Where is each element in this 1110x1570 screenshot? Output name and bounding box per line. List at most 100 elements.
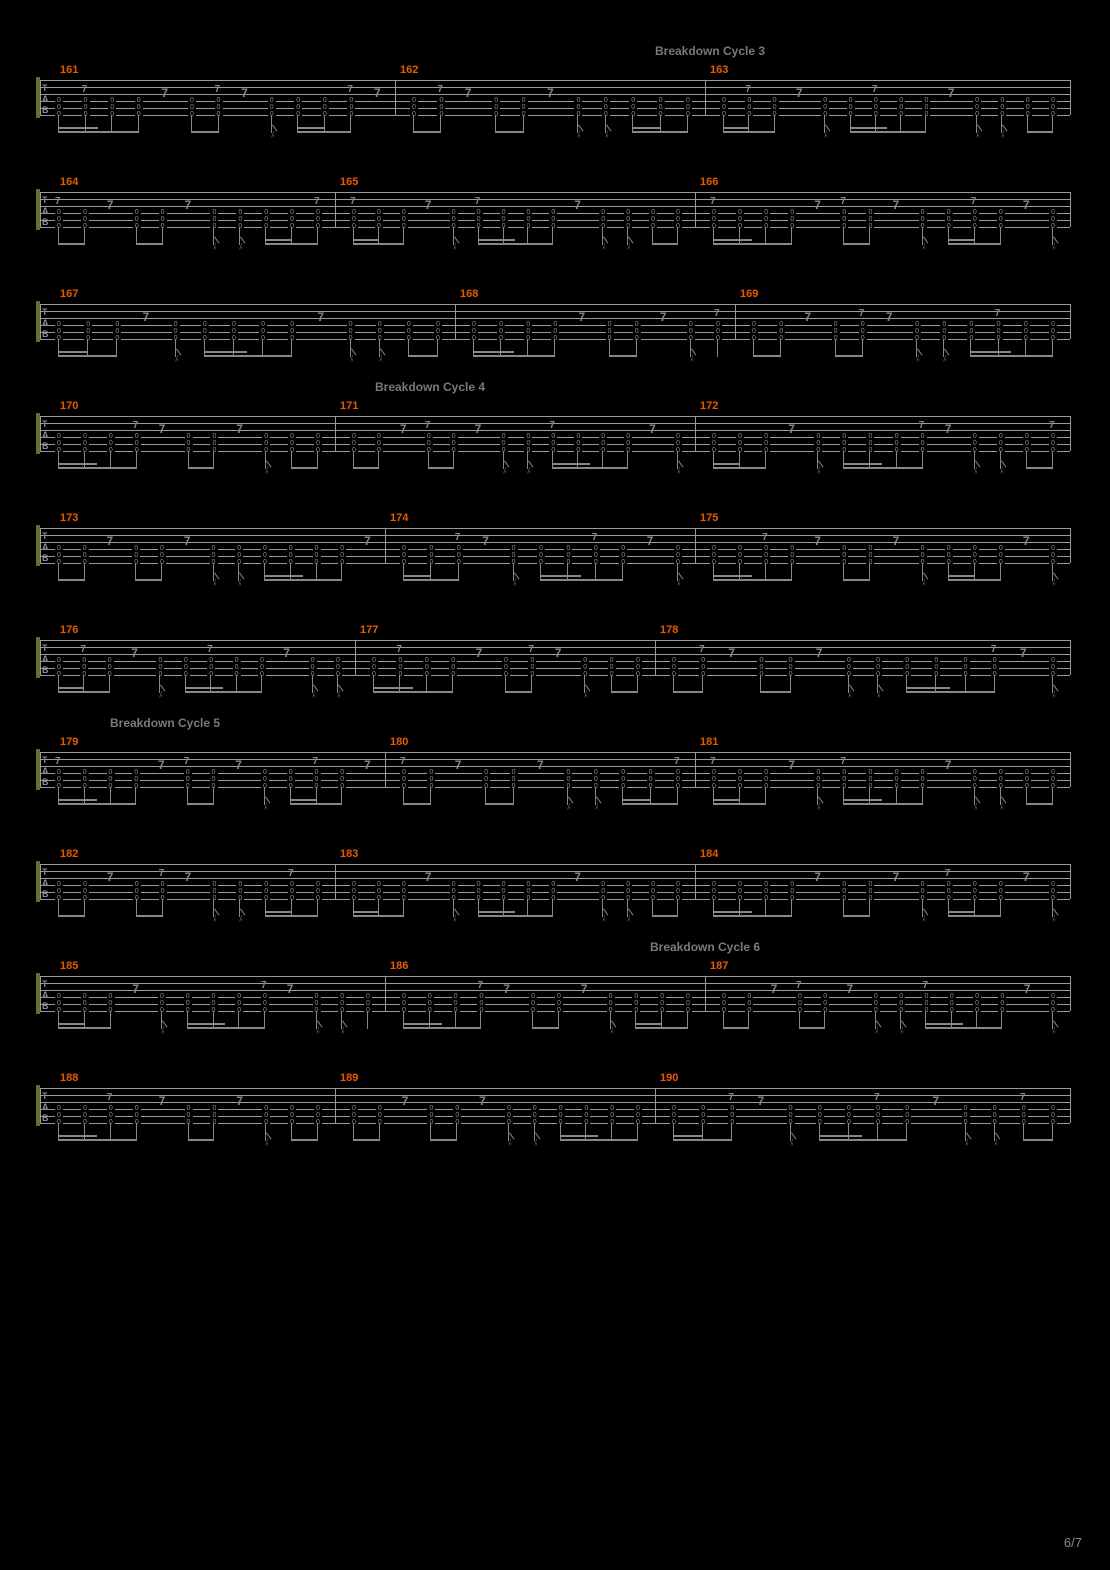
fret-number: 0 (832, 336, 840, 342)
beam (58, 799, 97, 801)
tab-letter: B (42, 554, 49, 562)
barline (40, 192, 41, 227)
beam (265, 243, 318, 245)
accent-mark: 7 (184, 756, 190, 767)
beam (850, 131, 927, 133)
beam (478, 911, 515, 913)
beam (713, 799, 739, 801)
fret-number: 0 (314, 896, 322, 902)
fret-number: 0 (261, 784, 269, 790)
staff-line (40, 1116, 1070, 1117)
fret-number: 0 (607, 1008, 615, 1014)
measure-number: 185 (60, 960, 78, 972)
rest: 7 (425, 870, 432, 884)
fret-number: 0 (524, 336, 532, 342)
barline (335, 416, 336, 451)
measure-number: 173 (60, 512, 78, 524)
accent-mark: 7 (859, 308, 865, 319)
beam (265, 239, 291, 241)
fret-number: 0 (185, 448, 193, 454)
fret-number: 0 (574, 112, 582, 118)
rest: 7 (159, 422, 166, 436)
beam (925, 1023, 963, 1025)
fret-number: 0 (649, 896, 657, 902)
beam (532, 1027, 559, 1029)
fret-number: 0 (948, 1008, 956, 1014)
beam (264, 579, 342, 581)
fret-number: 0 (159, 896, 167, 902)
fret-number: 0 (375, 448, 383, 454)
fret-number: 0 (400, 560, 408, 566)
beam (291, 467, 318, 469)
beam (58, 1023, 84, 1025)
fret-number: 0 (710, 224, 718, 230)
fret-number: 0 (288, 896, 296, 902)
beam (713, 803, 766, 805)
fret-number: 0 (184, 1008, 192, 1014)
fret-number: 0 (410, 112, 418, 118)
fret-number: 0 (684, 1008, 692, 1014)
tab-letter: T (42, 1092, 48, 1100)
beam (948, 575, 974, 577)
fret-number: 0 (866, 560, 874, 566)
beam (948, 915, 1001, 917)
tab-letter: B (42, 890, 49, 898)
beam (187, 803, 214, 805)
beam (906, 687, 950, 689)
beam (187, 1023, 226, 1025)
fret-number: 0 (971, 448, 979, 454)
measure-number: 163 (710, 64, 728, 76)
fret-number: 0 (520, 112, 528, 118)
beam (560, 1139, 638, 1141)
beam (843, 799, 882, 801)
fret-number: 0 (922, 112, 930, 118)
section-label: Breakdown Cycle 3 (655, 44, 765, 58)
fret-number: 0 (634, 1120, 642, 1126)
beam (290, 799, 316, 801)
fret-number: 0 (816, 1120, 824, 1126)
fret-number: 0 (113, 336, 121, 342)
fret-number: 0 (847, 112, 855, 118)
fret-number: 0 (971, 896, 979, 902)
measure-number: 165 (340, 176, 358, 188)
rest: 7 (503, 982, 510, 996)
barline (695, 528, 696, 563)
measure-number: 182 (60, 848, 78, 860)
tab-letter: B (42, 1002, 49, 1010)
fret-number: 0 (821, 1008, 829, 1014)
fret-number: 0 (497, 336, 505, 342)
staff-line (40, 94, 1070, 95)
measure-number: 176 (60, 624, 78, 636)
fret-number: 0 (235, 1008, 243, 1014)
beam (948, 911, 974, 913)
fret-number: 0 (81, 224, 89, 230)
beam (819, 1139, 907, 1141)
rest: 7 (1023, 870, 1030, 884)
fret-number: 0 (736, 784, 744, 790)
rest: 7 (816, 646, 823, 660)
fret-number: 0 (452, 1008, 460, 1014)
accent-mark: 7 (437, 84, 443, 95)
beam (713, 579, 792, 581)
staff-line (40, 206, 1070, 207)
fret-number: 0 (537, 560, 545, 566)
fret-number: 0 (107, 448, 115, 454)
fret-number: 0 (172, 336, 180, 342)
staff-line (40, 773, 1070, 774)
fret-number: 0 (375, 224, 383, 230)
barline (695, 416, 696, 451)
staff-line (40, 563, 1070, 564)
fret-number: 0 (396, 672, 404, 678)
tab-system: Breakdown Cycle 5TAB17918018100070000000… (40, 734, 1070, 824)
barline (1070, 416, 1071, 451)
fret-number: 0 (997, 784, 1005, 790)
fret-number: 0 (932, 672, 940, 678)
fret-number: 0 (210, 896, 218, 902)
rest: 7 (465, 86, 472, 100)
beam (191, 131, 219, 133)
fret-number: 0 (788, 896, 796, 902)
beam (58, 355, 117, 357)
fret-number: 0 (235, 560, 243, 566)
rest: 7 (1020, 646, 1027, 660)
staff-line (40, 304, 1070, 305)
